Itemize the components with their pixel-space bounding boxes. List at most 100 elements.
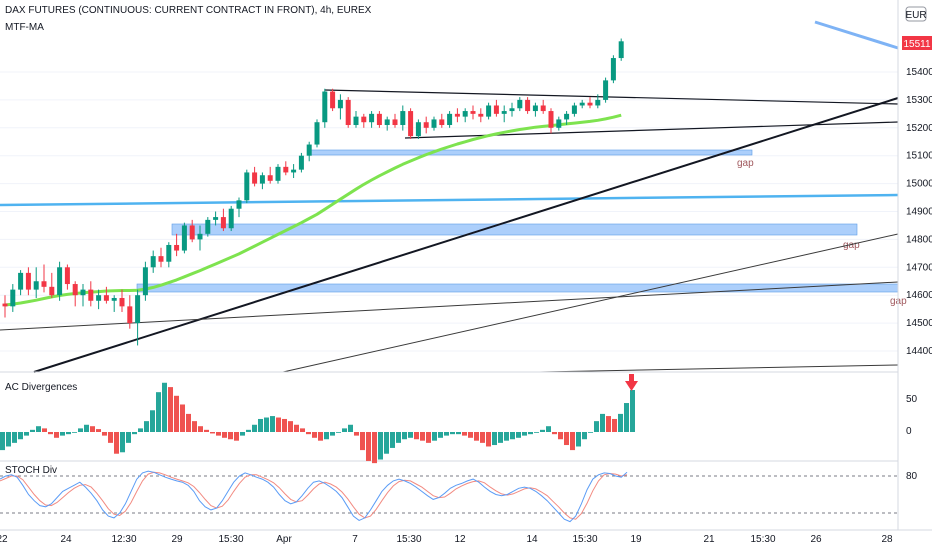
ac-bar xyxy=(264,417,269,432)
price-tick-label[interactable]: 14700 xyxy=(906,262,932,273)
time-tick-label[interactable]: 15:30 xyxy=(396,534,421,545)
candle xyxy=(205,217,211,237)
price-tick-label[interactable]: 15000 xyxy=(906,179,932,190)
candle xyxy=(610,55,616,84)
ac-bar xyxy=(612,418,617,432)
price-tick-label[interactable]: 14500 xyxy=(906,318,932,329)
horizontal-support-line xyxy=(0,193,899,207)
time-tick-label[interactable]: 19 xyxy=(630,534,642,545)
price-tick-label[interactable]: 14900 xyxy=(906,207,932,218)
price-tick-label[interactable]: 15100 xyxy=(906,151,932,162)
candle xyxy=(447,111,453,128)
candle-body xyxy=(213,217,219,220)
time-tick-label[interactable]: 12:30 xyxy=(111,534,136,545)
price-tick-label[interactable]: 15400 xyxy=(906,67,932,78)
candle xyxy=(57,261,63,301)
candle xyxy=(431,116,437,131)
ac-bar xyxy=(438,432,443,438)
candle xyxy=(314,119,320,148)
candle xyxy=(595,94,601,109)
gap-zone-label: gap xyxy=(890,296,907,307)
ac-bar xyxy=(48,432,53,435)
candle xyxy=(259,172,265,190)
time-axis[interactable]: 22 24 12:30 29 15:30 Apr 7 15:30 12 14 15:30 19 21 15… xyxy=(0,534,893,545)
time-tick-label[interactable]: 15:30 xyxy=(750,534,775,545)
price-axis[interactable]: 15400 15300 15200 15100 15000 14900 14800 14700… xyxy=(906,67,932,482)
gap-zone xyxy=(309,149,753,156)
candle-body xyxy=(369,113,375,123)
candle xyxy=(96,289,102,310)
candle-body xyxy=(142,267,148,296)
candle-body xyxy=(603,80,609,100)
time-tick-label[interactable]: Apr xyxy=(276,534,292,545)
candle-body xyxy=(532,105,538,112)
candle xyxy=(267,166,273,184)
candle-body xyxy=(57,267,63,296)
candle xyxy=(181,222,187,254)
price-tick-label[interactable]: 14800 xyxy=(906,234,932,245)
candle xyxy=(252,166,258,187)
candle-body xyxy=(244,172,250,201)
candle-body xyxy=(462,111,468,117)
price-tick-label[interactable]: 15300 xyxy=(906,95,932,106)
ac-tick-label[interactable]: 50 xyxy=(906,394,918,405)
time-tick-label[interactable]: 7 xyxy=(352,534,358,545)
ac-bar xyxy=(222,432,227,438)
projection-segment xyxy=(814,20,899,50)
candle-body xyxy=(135,295,141,324)
time-tick-label[interactable]: 28 xyxy=(881,534,893,545)
ac-bar xyxy=(228,432,233,440)
ac-bar xyxy=(168,387,173,432)
candle xyxy=(540,99,546,114)
ac-bar xyxy=(576,432,581,447)
ac-bar xyxy=(342,428,347,432)
time-tick-label[interactable]: 22 xyxy=(0,534,8,545)
trendline xyxy=(539,364,899,373)
gap-zones: gap gap gap xyxy=(136,149,907,307)
candle-body xyxy=(205,219,211,234)
ac-divergences-histogram xyxy=(0,374,638,464)
price-tick-label[interactable]: 14400 xyxy=(906,346,932,357)
ac-bar xyxy=(108,432,113,443)
ac-bar xyxy=(138,428,143,432)
ac-bar xyxy=(360,432,365,451)
stoch-k-line xyxy=(0,470,628,523)
candle xyxy=(158,247,164,268)
ac-bar xyxy=(180,404,185,432)
price-tick-label[interactable]: 15200 xyxy=(906,123,932,134)
ac-tick-label[interactable]: 0 xyxy=(906,426,912,437)
time-tick-label[interactable]: 12 xyxy=(454,534,466,545)
price-tick-label[interactable]: 14600 xyxy=(906,290,932,301)
candle-body xyxy=(158,256,164,262)
candle xyxy=(322,88,328,128)
gap-zone xyxy=(171,223,858,236)
candle-body xyxy=(478,113,484,117)
ac-bar xyxy=(60,432,65,436)
time-tick-label[interactable]: 29 xyxy=(171,534,183,545)
time-tick-label[interactable]: 24 xyxy=(60,534,72,545)
candle-body xyxy=(431,119,437,128)
ac-bar xyxy=(162,382,167,432)
candle xyxy=(220,208,226,232)
candle-body xyxy=(509,108,515,112)
time-tick-label[interactable]: 14 xyxy=(526,534,538,545)
candle xyxy=(33,267,39,298)
ac-bar xyxy=(534,432,539,433)
candle-body xyxy=(18,272,24,290)
time-tick-label[interactable]: 26 xyxy=(810,534,822,545)
ac-bar xyxy=(414,432,419,440)
candle-body xyxy=(314,122,320,145)
time-tick-label[interactable]: 15:30 xyxy=(572,534,597,545)
trendline xyxy=(282,233,899,373)
currency-badge[interactable]: EUR xyxy=(905,6,927,22)
candle-body xyxy=(10,289,16,307)
stoch-tick-label[interactable]: 80 xyxy=(906,471,918,482)
candle-body xyxy=(595,99,601,106)
ac-bar xyxy=(450,432,455,435)
candle xyxy=(228,205,234,232)
time-tick-label[interactable]: 21 xyxy=(703,534,715,545)
ac-bar xyxy=(336,432,341,433)
ac-bar xyxy=(240,432,245,436)
time-tick-label[interactable]: 15:30 xyxy=(218,534,243,545)
